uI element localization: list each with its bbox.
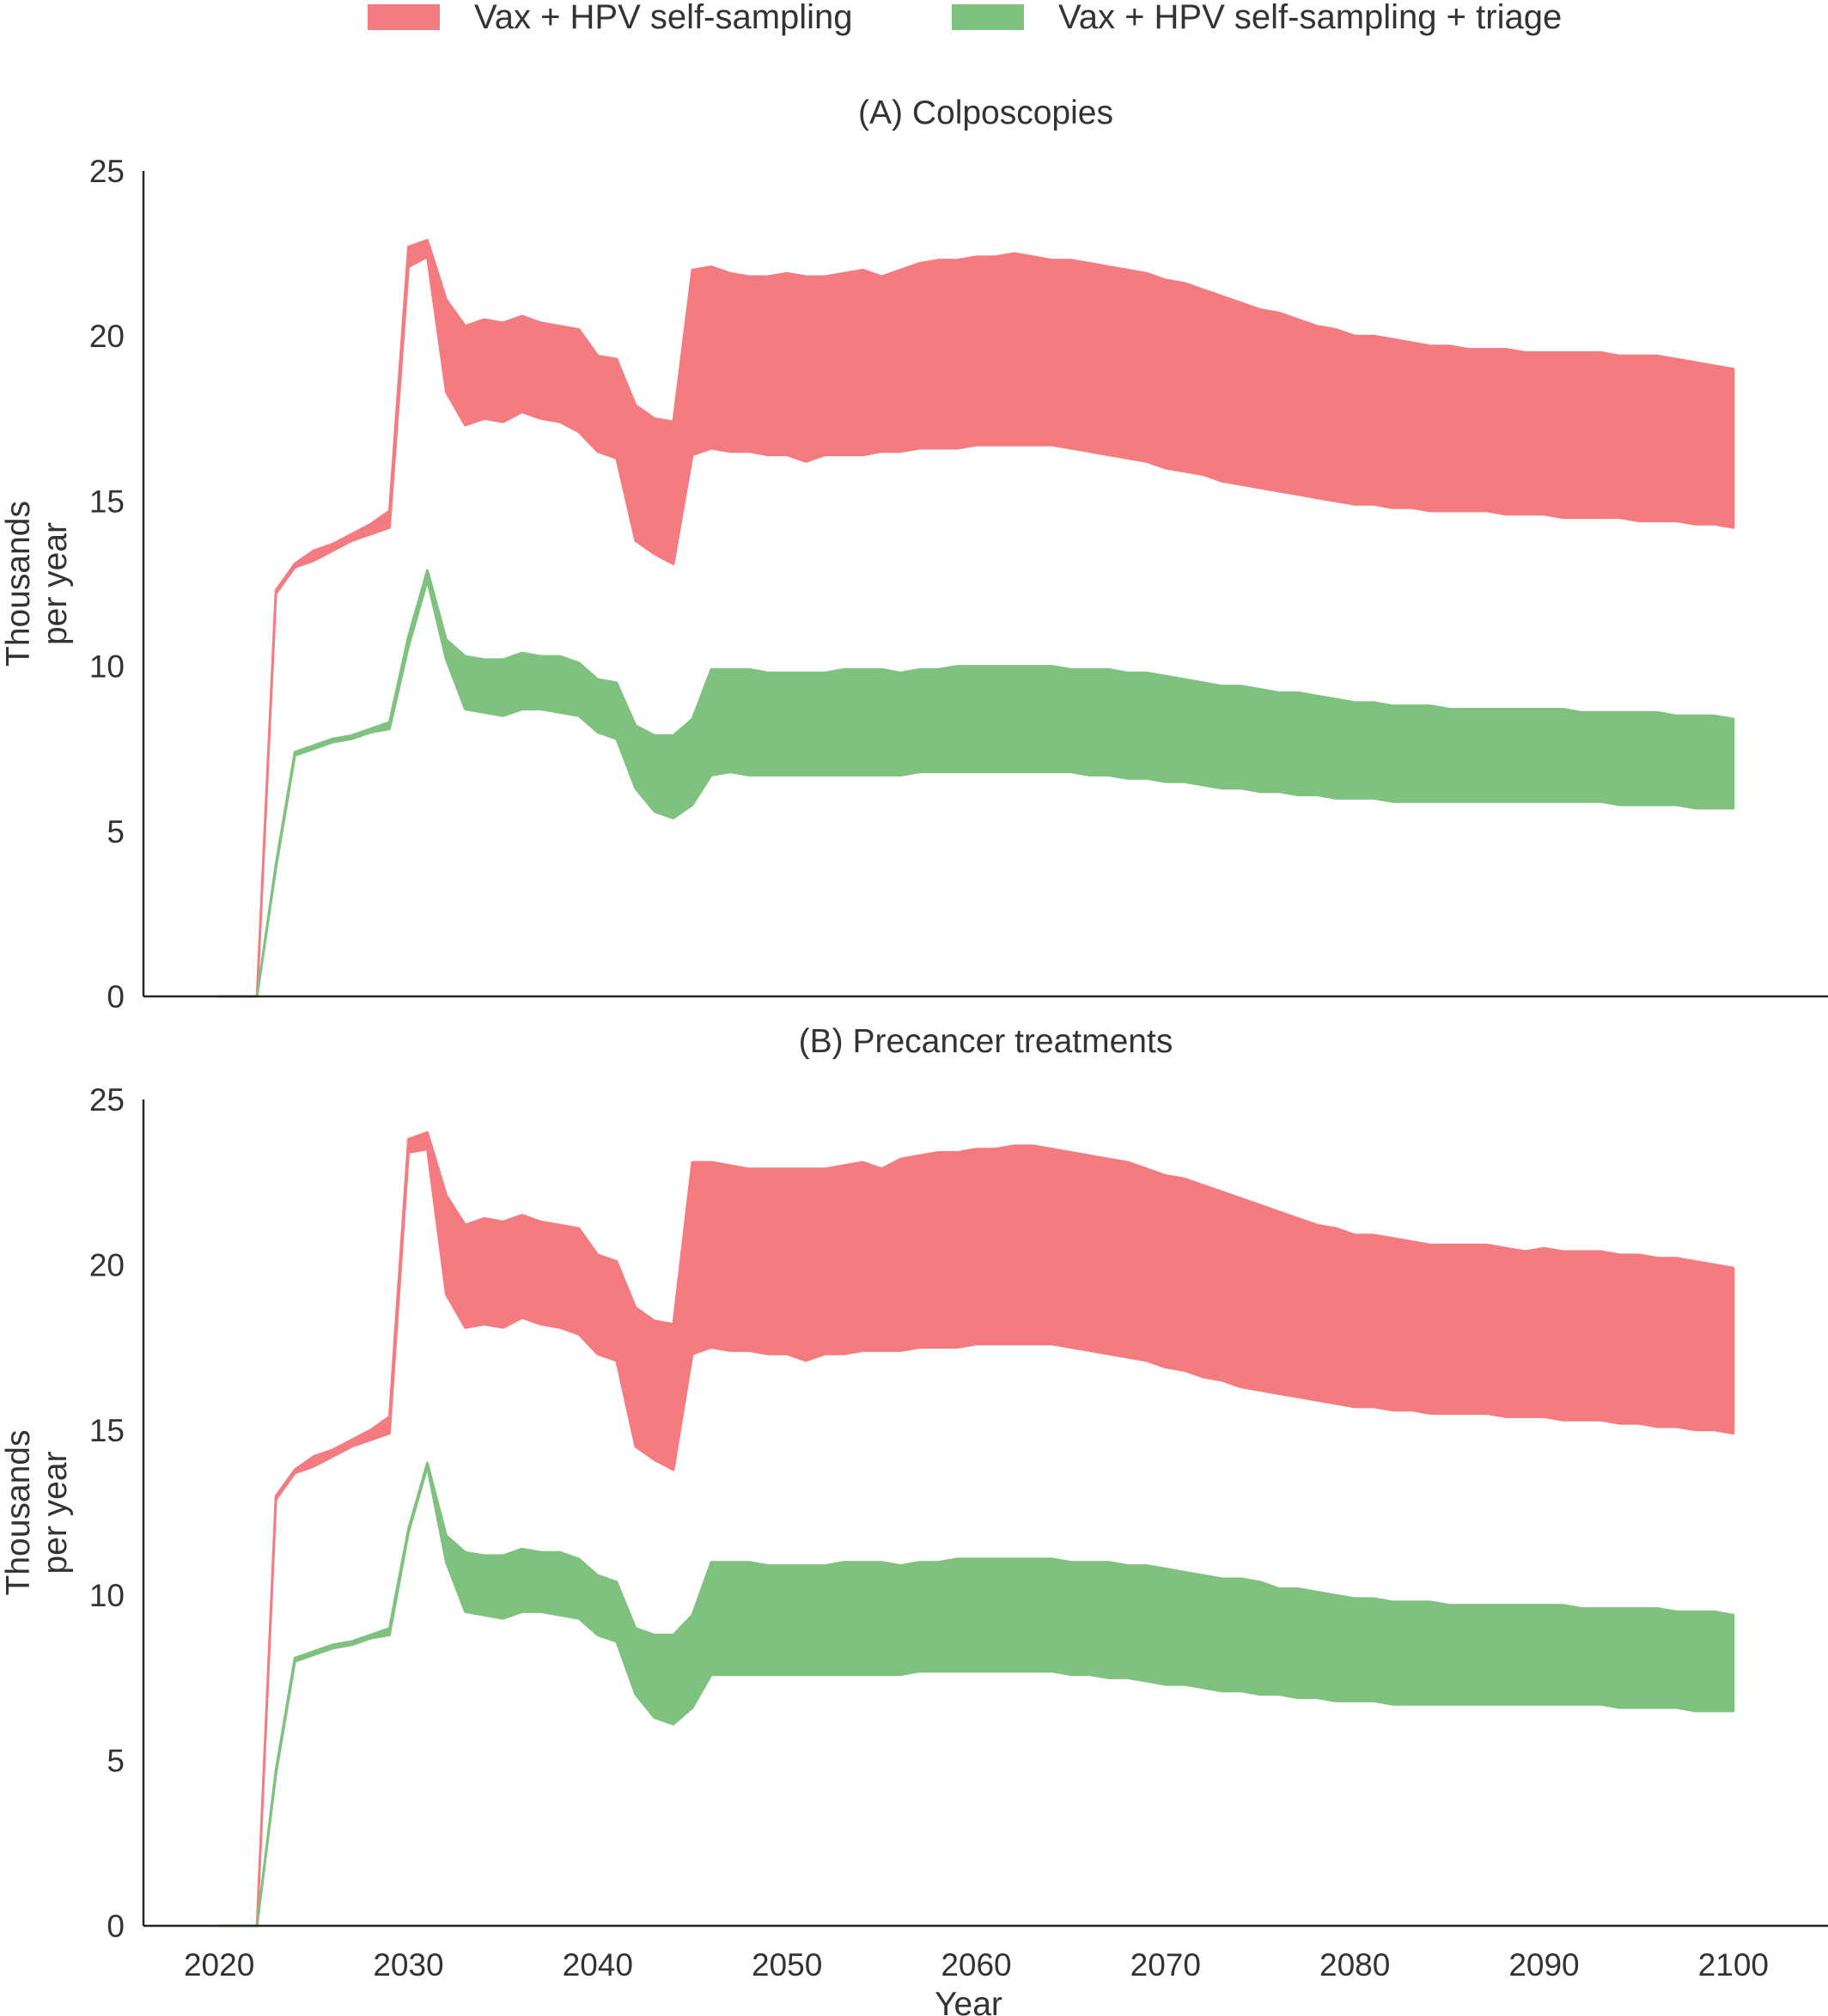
panel-b-x-tick-label: 2090 — [1508, 1947, 1579, 1983]
legend-swatch-red — [368, 4, 440, 30]
panel-a: 0 5 10 15 20 25 (A) Colposcopies Thousandsper y… — [0, 94, 1828, 1014]
legend-label-self-sampling-triage: Vax + HPV self-sampling + triage — [1058, 0, 1563, 36]
panel-b-y-label: Thousandsper year — [0, 1430, 74, 1596]
panel-b-y-tick-label: 5 — [107, 1744, 125, 1779]
panel-b-y-tick-label: 20 — [89, 1247, 125, 1282]
legend-swatch-green — [952, 4, 1024, 30]
panel-a-y-tick-label: 0 — [107, 979, 125, 1014]
panel-a-band-self-sampling-triage — [217, 569, 1735, 998]
panel-b-y-tick-label: 10 — [89, 1578, 125, 1613]
panel-b-x-tick-label: 2060 — [941, 1947, 1011, 1983]
panel-b-x-tick-label: 2030 — [373, 1947, 443, 1983]
panel-a-band-self-sampling — [217, 239, 1735, 998]
panel-b-y-tick-label: 15 — [89, 1413, 125, 1448]
panel-a-y-label: Thousandsper year — [0, 501, 74, 667]
legend-item-self-sampling: Vax + HPV self-sampling — [368, 0, 853, 34]
panel-b-y-tick-label: 0 — [107, 1909, 125, 1944]
legend: Vax + HPV self-sampling Vax + HPV self-s… — [0, 0, 1828, 52]
panel-b-x-tick-label: 2050 — [752, 1947, 822, 1983]
legend-item-self-sampling-triage: Vax + HPV self-sampling + triage — [952, 0, 1562, 34]
panel-b-x-label: Year — [935, 1986, 1002, 2016]
panel-b-x-tick-label: 2020 — [184, 1947, 254, 1983]
panel-a-y-tick-label: 25 — [89, 154, 125, 189]
panel-a-y-tick-label: 5 — [107, 814, 125, 850]
panel-b: 0 5 10 15 20 25 2020 2030 2040 2050 2060 2070 2080 20… — [0, 1023, 1828, 2016]
panel-a-y-tick-label: 10 — [89, 649, 125, 685]
panel-b-x-tick-label: 2080 — [1319, 1947, 1390, 1983]
panel-b-x-tick-label: 2100 — [1698, 1947, 1769, 1983]
panel-b-band-self-sampling — [217, 1131, 1735, 1928]
panel-a-y-tick-label: 15 — [89, 484, 125, 519]
panel-b-x-tick-label: 2070 — [1130, 1947, 1201, 1983]
panel-a-title: (A) Colposcopies — [858, 94, 1113, 131]
panel-b-y-tick-label: 25 — [89, 1082, 125, 1118]
panel-b-x-tick-label: 2040 — [563, 1947, 633, 1983]
panel-a-y-tick-label: 20 — [89, 319, 125, 354]
panel-b-band-self-sampling-triage — [217, 1461, 1735, 1928]
panel-b-title: (B) Precancer treatments — [799, 1023, 1173, 1060]
legend-label-self-sampling: Vax + HPV self-sampling — [474, 0, 853, 36]
